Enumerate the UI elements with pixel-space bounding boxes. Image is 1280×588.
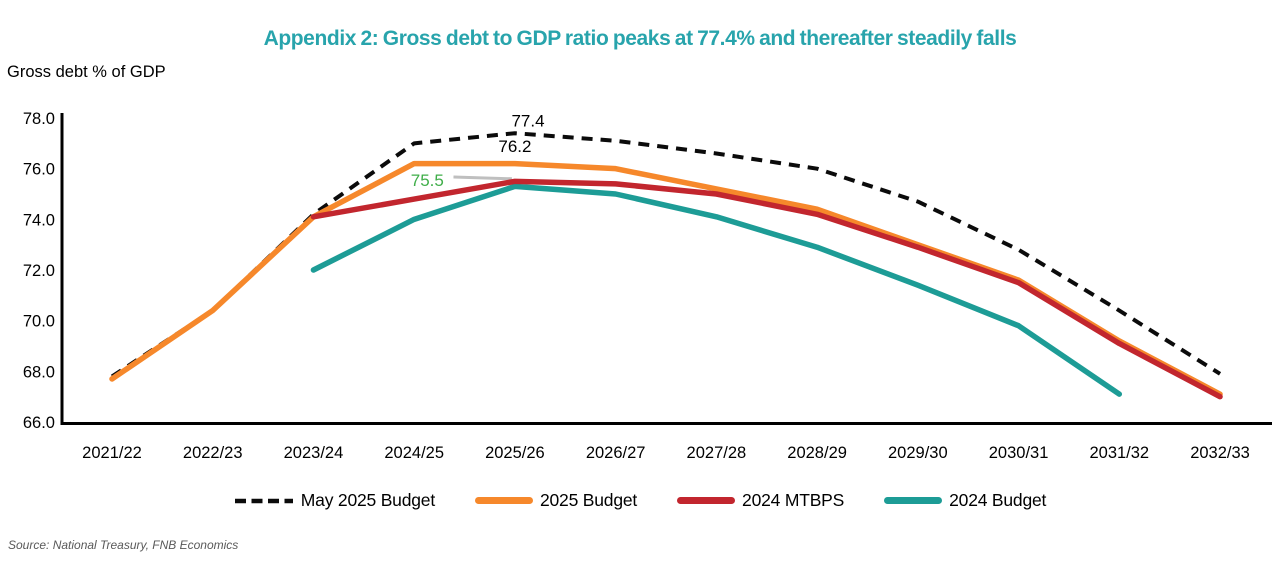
y-tick-label: 68.0 [23,363,55,381]
legend-label: 2024 MTBPS [742,490,845,510]
data-label-76.2: 76.2 [498,137,531,156]
y-tick-label: 72.0 [23,262,55,280]
legend-label: 2024 Budget [949,490,1047,510]
x-category-label: 2023/24 [284,444,344,462]
x-category-label: 2026/27 [586,444,646,462]
legend-label: 2025 Budget [539,490,638,510]
series-line-2024-mtbps [310,178,1223,400]
legend-label: May 2025 Budget [300,490,435,510]
series-line-2024-budget [310,183,1123,397]
legend-item-2024-budget: 2024 Budget [884,490,1046,511]
legend-swatch [474,497,533,504]
x-category-label: 2025/26 [485,444,545,462]
line-chart: 66.0 68.0 70.0 72.0 74.0 76.0 78.0 2021/22 2022/… [23,110,1272,462]
x-category-label: 2029/30 [888,444,948,462]
chart-legend: May 2025 Budget 2025 Budget 2024 MTBPS 2024… [0,490,1280,511]
x-category-label: 2021/22 [82,444,142,462]
data-label-75.5: 75.5 [411,171,444,190]
legend-swatch [884,497,943,504]
x-category-label: 2031/32 [1089,444,1149,462]
series-line-may-2025-budget [110,131,1222,379]
callout-leader-line [453,175,512,181]
legend-item-2024-mtbps: 2024 MTBPS [677,490,844,511]
y-tick-label: 66.0 [23,414,55,432]
legend-item-may-2025-budget: May 2025 Budget [234,490,435,511]
y-tick-label: 70.0 [23,313,55,331]
y-tick-label: 78.0 [23,110,55,128]
chart-title: Appendix 2: Gross debt to GDP ratio peak… [263,27,1017,50]
data-label-77.4: 77.4 [511,112,544,131]
x-category-label: 2030/31 [989,444,1049,462]
x-category-label: 2032/33 [1190,444,1250,462]
series-line-2025-budget [109,160,1223,397]
x-category-label: 2022/23 [183,444,243,462]
source-note: Source: National Treasury, FNB Economics [8,538,239,552]
y-axis-title: Gross debt % of GDP [7,63,166,81]
x-category-label: 2028/29 [787,444,847,462]
x-category-label: 2024/25 [384,444,444,462]
legend-swatch [677,497,736,504]
x-category-label: 2027/28 [687,444,747,462]
y-tick-label: 74.0 [23,211,55,229]
legend-item-2025-budget: 2025 Budget [474,490,638,511]
y-tick-label: 76.0 [23,161,55,179]
legend-swatch [234,498,293,503]
